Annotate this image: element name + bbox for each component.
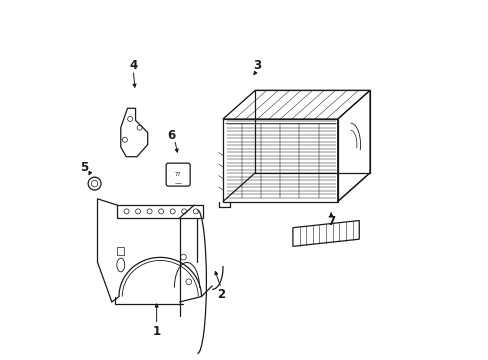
Text: 3: 3 (252, 59, 261, 72)
Text: 6: 6 (167, 129, 175, 142)
FancyBboxPatch shape (166, 163, 190, 186)
Text: 7: 7 (326, 215, 335, 228)
Text: 2: 2 (217, 288, 225, 301)
Text: 4: 4 (129, 59, 137, 72)
Bar (117, 247, 123, 255)
Text: 5: 5 (80, 161, 88, 174)
Text: 77: 77 (175, 172, 181, 177)
Text: 1: 1 (152, 325, 161, 338)
